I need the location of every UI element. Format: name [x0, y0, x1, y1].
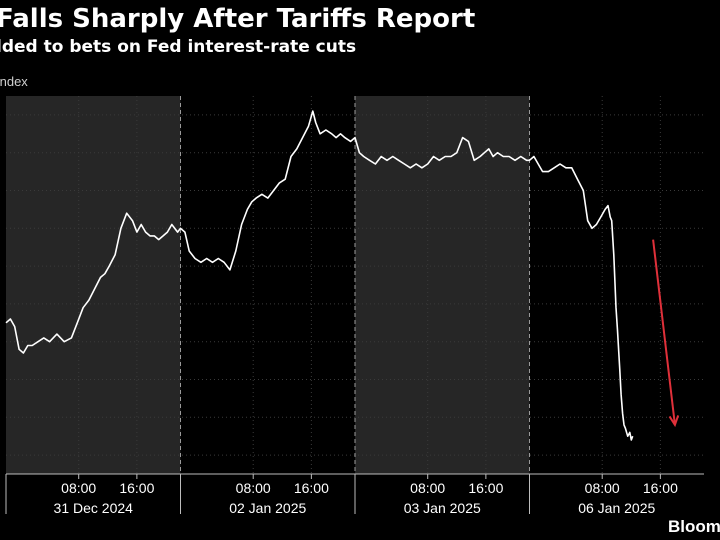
chart-subtitle: lded to bets on Fed interest-rate cuts [0, 37, 357, 57]
x-tick-label: 16:00 [468, 480, 503, 496]
series-label: Index [0, 74, 28, 89]
x-tick-label: 08:00 [585, 480, 620, 496]
x-tick-label: 16:00 [643, 480, 678, 496]
session-separators [180, 96, 530, 474]
annotations [652, 239, 680, 428]
x-axis: 08:00 16:00 08:00 16:00 08:00 16:00 08:00 16:00… [5, 473, 704, 516]
price-line-group [5, 110, 634, 441]
x-tick-label: 16:00 [119, 480, 154, 496]
x-tick-label: 08:00 [410, 480, 445, 496]
red-arrow-shaft-0 [652, 239, 676, 425]
x-tick-label: 08:00 [61, 480, 96, 496]
day-label: 06 Jan 2025 [578, 500, 655, 516]
x-tick-label: 08:00 [236, 480, 271, 496]
session-shade-0 [6, 96, 181, 474]
x-tick-label: 16:00 [294, 480, 329, 496]
day-label: 03 Jan 2025 [404, 500, 481, 516]
brand-logo-text: Bloom [668, 517, 720, 536]
chart-title: Falls Sharply After Tariffs Report [0, 4, 476, 34]
day-label: 02 Jan 2025 [229, 500, 306, 516]
price-line-0 [5, 110, 634, 441]
red-arrow-head-0 [668, 415, 680, 428]
day-label: 31 Dec 2024 [54, 500, 134, 516]
session-shading [6, 96, 530, 474]
